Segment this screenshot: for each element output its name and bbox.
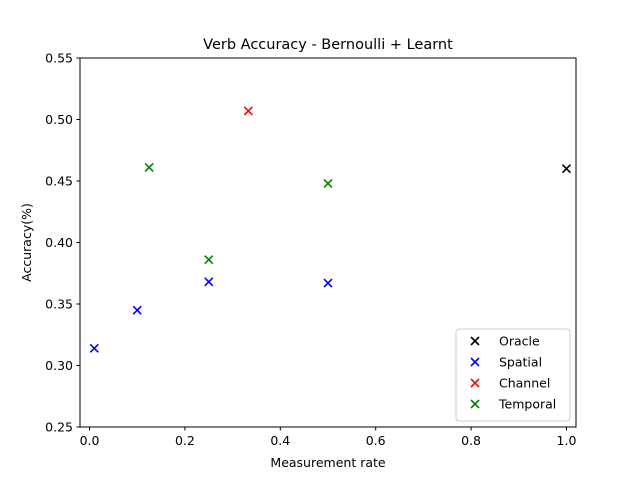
- oracle-point-marker: [561, 164, 572, 174]
- legend-label: Temporal: [498, 397, 556, 412]
- channel-point-marker: [243, 106, 253, 116]
- y-tick-label: 0.35: [45, 297, 73, 312]
- spatial-point-marker: [89, 343, 99, 353]
- y-tick-label: 0.55: [45, 51, 73, 66]
- x-tick-label: 1.0: [557, 433, 577, 448]
- y-tick-label: 0.30: [45, 358, 73, 373]
- temporal-point-marker: [144, 162, 154, 173]
- plot-frame: [79, 57, 577, 428]
- y-tick-label: 0.40: [45, 235, 73, 250]
- legend-marker-spatial: [470, 357, 480, 367]
- chart-title: Verb Accuracy - Bernoulli + Learnt: [203, 37, 453, 53]
- legend-box: [455, 328, 571, 422]
- temporal-point-marker: [323, 178, 333, 189]
- y-tick-label: 0.45: [45, 174, 73, 189]
- x-tick-label: 0.0: [80, 433, 100, 448]
- legend-marker-channel: [470, 378, 480, 388]
- x-axis-label: Measurement rate: [270, 455, 385, 470]
- spatial-point-marker: [204, 277, 214, 287]
- x-tick-label: 0.2: [175, 433, 195, 448]
- legend-marker-temporal: [470, 399, 480, 409]
- spatial-point-marker: [132, 305, 142, 315]
- x-tick-label: 0.4: [270, 433, 290, 448]
- x-tick-label: 0.8: [461, 433, 481, 448]
- x-tick-label: 0.6: [366, 433, 386, 448]
- legend-label: Spatial: [499, 355, 542, 370]
- y-tick-label: 0.50: [45, 112, 73, 127]
- legend-label: Oracle: [499, 334, 540, 349]
- data-points: [89, 106, 572, 353]
- legend-marker-oracle: [470, 336, 480, 346]
- x-axis-ticks: 0.0 0.2 0.4 0.6 0.8 1.0: [80, 427, 577, 448]
- spatial-point-marker: [323, 278, 333, 288]
- y-axis-label: Accuracy(%): [19, 203, 34, 282]
- y-tick-label: 0.25: [45, 420, 73, 435]
- temporal-point-marker: [204, 255, 214, 265]
- legend-label: Channel: [499, 376, 550, 391]
- legend: Oracle Spatial Channel Temporal: [455, 328, 571, 422]
- y-axis-ticks: 0.25 0.30 0.35 0.40 0.45 0.50 0.55: [45, 51, 80, 435]
